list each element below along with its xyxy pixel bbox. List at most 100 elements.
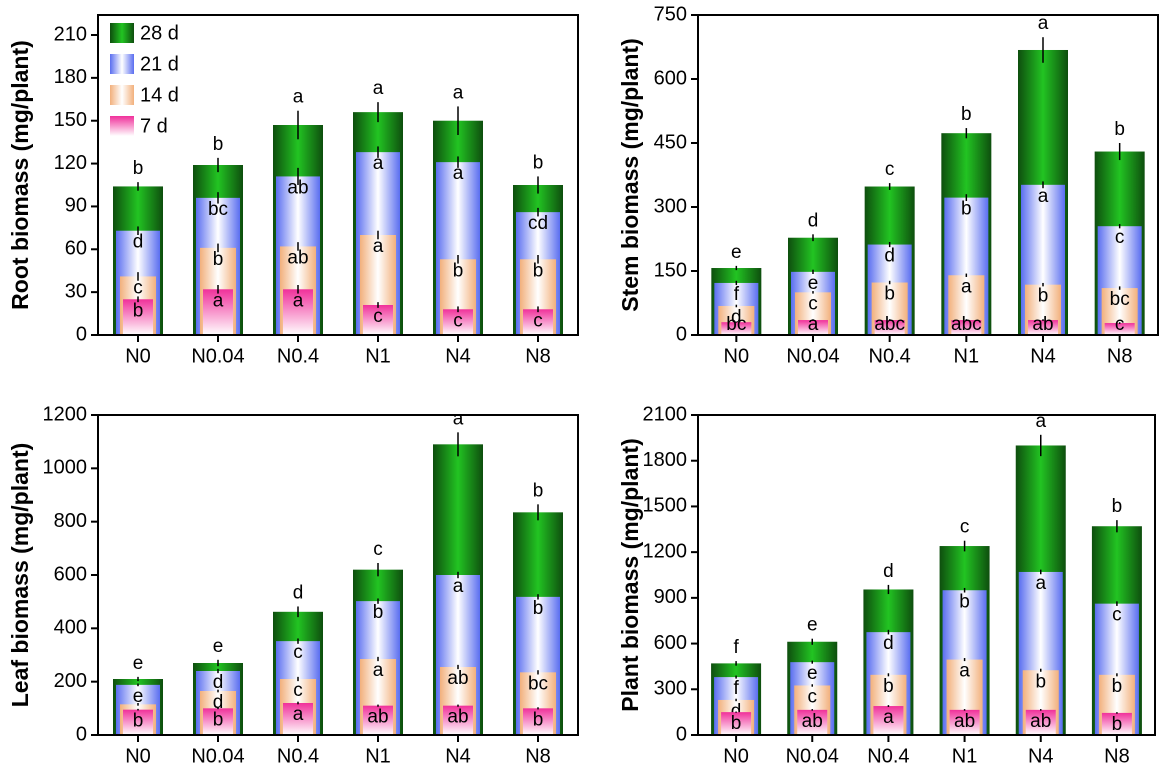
y-tick-label: 180: [54, 66, 87, 88]
significance-letter: bc: [1110, 289, 1130, 310]
significance-letter: b: [1114, 119, 1125, 140]
x-tick-label: N8: [525, 745, 551, 767]
x-tick-label: N8: [1104, 745, 1130, 767]
y-tick-label: 2100: [643, 403, 688, 425]
legend-label: 28 d: [140, 22, 179, 44]
bar: [203, 708, 233, 735]
significance-letter: c: [453, 310, 463, 331]
significance-letter: d: [884, 246, 895, 267]
significance-letter: c: [293, 680, 303, 701]
panel: Stem biomass (mg/plant) 0 150 300 450 600 750 e…: [617, 3, 1159, 367]
y-tick-label: 1000: [43, 457, 88, 479]
x-tick-label: N0: [125, 345, 151, 367]
y-tick-label: 600: [54, 563, 87, 585]
bar: [523, 708, 553, 735]
significance-letter: a: [373, 236, 384, 257]
significance-letter: cd: [528, 213, 548, 234]
significance-letter: d: [808, 210, 819, 231]
significance-letter: b: [533, 480, 544, 501]
significance-letter: b: [533, 152, 544, 173]
significance-letter: d: [731, 701, 742, 722]
significance-letter: b: [961, 199, 972, 220]
bar: [363, 305, 393, 335]
y-tick-label: 0: [676, 323, 687, 345]
y-tick-label: 150: [54, 109, 87, 131]
significance-letter: c: [1115, 227, 1125, 248]
y-tick-label: 90: [65, 195, 87, 217]
y-tick-label: 900: [654, 586, 687, 608]
significance-letter: a: [373, 78, 384, 99]
x-tick-label: N0: [724, 345, 750, 367]
bar: [203, 289, 233, 335]
x-tick-label: N1: [365, 345, 391, 367]
bar: [1101, 712, 1132, 735]
significance-letter: a: [293, 290, 304, 311]
y-tick-label: 750: [654, 3, 687, 25]
panel: Leaf biomass (mg/plant) 0 200 400 600 800 1000…: [7, 403, 579, 767]
x-tick-label: N0.4: [867, 745, 909, 767]
legend-swatch: [110, 54, 134, 74]
significance-letter: b: [961, 104, 972, 125]
x-tick-label: N1: [365, 745, 391, 767]
significance-letter: a: [883, 707, 894, 728]
y-axis-label: Plant biomass (mg/plant): [617, 438, 643, 711]
legend-swatch: [110, 23, 134, 43]
significance-letter: a: [373, 153, 384, 174]
x-tick-label: N1: [952, 745, 978, 767]
y-tick-label: 600: [654, 632, 687, 654]
plot-frame: [97, 14, 579, 336]
bar: [798, 320, 828, 335]
bar: [443, 705, 473, 735]
significance-letter: ab: [367, 707, 388, 728]
significance-letter: b: [533, 709, 544, 730]
legend-label: 14 d: [140, 84, 179, 106]
significance-letter: abc: [874, 314, 905, 335]
bar: [363, 705, 393, 735]
legend-swatch: [110, 85, 134, 105]
significance-letter: b: [1112, 676, 1123, 697]
significance-letter: ab: [954, 711, 975, 732]
y-tick-label: 60: [65, 238, 87, 260]
y-tick-label: 30: [65, 280, 87, 302]
significance-letter: a: [373, 660, 384, 681]
significance-letter: a: [213, 290, 224, 311]
x-tick-label: N0: [125, 745, 151, 767]
y-tick-label: 600: [654, 67, 687, 89]
plot-frame: [697, 14, 1159, 336]
significance-letter: d: [883, 561, 894, 582]
significance-letter: b: [133, 300, 144, 321]
panel: Plant biomass (mg/plant) 0 300 600 900 1200 15…: [617, 403, 1156, 767]
significance-letter: d: [293, 582, 304, 603]
significance-letter: c: [808, 686, 818, 707]
significance-letter: b: [1112, 496, 1123, 517]
significance-letter: ab: [287, 247, 308, 268]
significance-letter: e: [213, 636, 224, 657]
significance-letter: a: [293, 87, 304, 108]
significance-letter: c: [1112, 605, 1122, 626]
significance-letter: f: [734, 284, 740, 305]
x-tick-label: N0.04: [191, 745, 244, 767]
y-tick-label: 1500: [643, 495, 688, 517]
legend-label: 21 d: [140, 53, 179, 75]
bar: [874, 320, 905, 335]
x-tick-label: N1: [954, 345, 980, 367]
significance-letter: a: [453, 576, 464, 597]
significance-letter: f: [733, 637, 739, 658]
x-tick-label: N8: [525, 345, 551, 367]
significance-letter: c: [373, 306, 383, 327]
significance-letter: b: [133, 158, 144, 179]
significance-letter: c: [960, 517, 970, 538]
significance-letter: d: [731, 307, 742, 328]
y-tick-label: 800: [54, 510, 87, 532]
y-tick-label: 300: [654, 195, 687, 217]
significance-letter: a: [808, 314, 819, 335]
significance-letter: b: [1035, 671, 1046, 692]
significance-letter: bc: [208, 199, 228, 220]
significance-letter: c: [885, 159, 895, 180]
significance-letter: f: [733, 678, 739, 699]
bar: [1028, 320, 1058, 335]
legend-label: 7 d: [140, 115, 168, 137]
significance-letter: b: [133, 711, 144, 732]
significance-letter: a: [1035, 573, 1046, 594]
panel: Root biomass (mg/plant) 0 30 60 90 120 150 180 2…: [7, 14, 579, 367]
